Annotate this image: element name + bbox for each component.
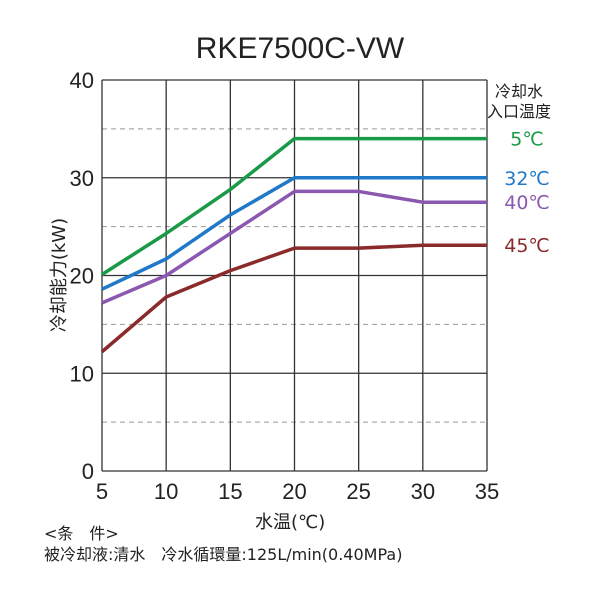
series-line-40℃ [101, 189, 487, 305]
series-line-5℃ [101, 136, 487, 276]
conditions-heading: <条 件> [44, 524, 119, 543]
conditions-text: 被冷却液:清水 冷水循環量:125L/min(0.40MPa) [44, 545, 403, 564]
y-tick-label: 20 [70, 264, 94, 289]
y-tick-label: 10 [70, 361, 94, 386]
x-tick-label: 30 [411, 479, 435, 504]
series-line-32℃ [101, 176, 487, 291]
series-label: 45℃ [504, 235, 550, 257]
x-tick-label: 20 [282, 479, 306, 504]
series-label: 32℃ [504, 168, 550, 190]
y-tick-label: 40 [70, 68, 94, 93]
y-tick-label: 30 [70, 166, 94, 191]
y-tick-label: 0 [82, 459, 94, 484]
x-tick-label: 5 [96, 479, 108, 504]
chart-title: RKE7500C-VW [195, 32, 405, 65]
x-tick-label: 15 [218, 479, 242, 504]
series-label: 40℃ [504, 192, 550, 214]
legend-title: 冷却水 入口温度 [487, 82, 551, 122]
y-axis-label: 冷却能力(kW) [49, 217, 70, 333]
x-tick-label: 35 [475, 479, 499, 504]
series-line-45℃ [100, 243, 487, 354]
x-tick-label: 25 [346, 479, 370, 504]
legend-title-line-1: 冷却水 [495, 82, 544, 101]
x-axis-label: 水温(℃) [255, 512, 326, 533]
legend-title-line-2: 入口温度 [487, 102, 552, 121]
x-tick-label: 10 [154, 479, 178, 504]
series-label: 5℃ [510, 129, 543, 151]
